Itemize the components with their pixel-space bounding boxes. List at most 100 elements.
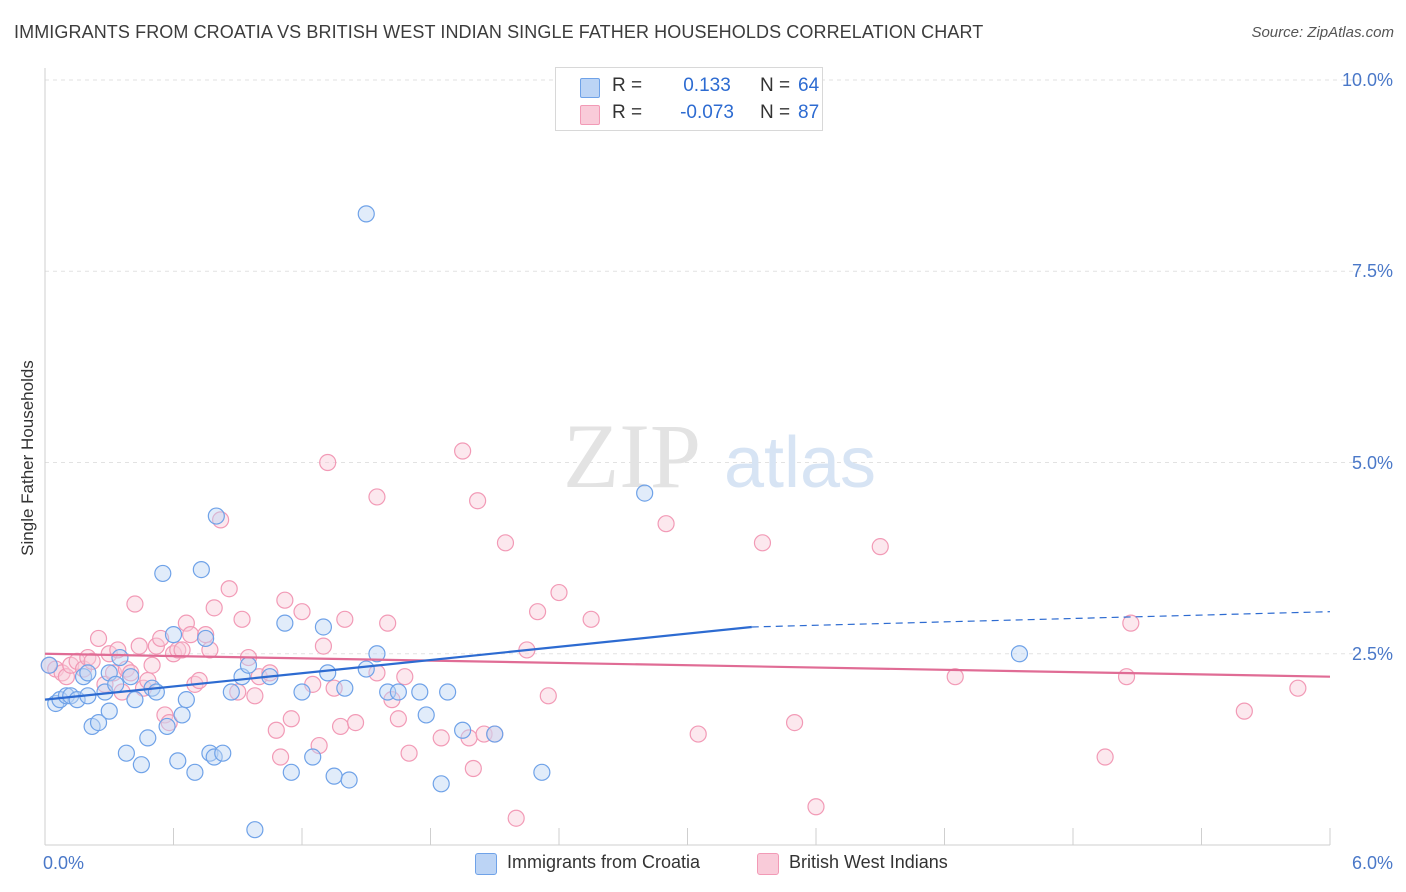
data-point [293,683,311,701]
data-point [389,683,407,701]
data-point [1117,668,1136,686]
data-point [336,610,354,628]
data-point [89,629,108,648]
data-point [1122,614,1140,632]
data-point [357,205,375,223]
data-point [154,564,172,583]
trend-line-croatia [44,625,752,701]
chart-title: IMMIGRANTS FROM CROATIA VS BRITISH WEST … [14,22,984,42]
data-point [464,759,482,778]
data-point [496,534,515,552]
legend-swatch-bwi [757,853,779,875]
series-legend: Immigrants from Croatia British West Ind… [0,852,1406,878]
data-point [486,725,504,743]
legend-swatch-pink [580,105,600,125]
data-point [1235,702,1253,720]
data-point [177,691,195,709]
data-point [1096,748,1114,766]
data-point [173,641,191,659]
series-immigrants-from-croatia [40,205,1029,839]
legend-label-croatia: Immigrants from Croatia [507,852,701,872]
legend-r-value: 0.133 [683,75,731,96]
data-point [205,748,223,766]
data-point [40,656,58,674]
data-point [192,560,210,579]
data-point [282,710,300,728]
data-point [689,725,707,743]
data-point [507,809,525,827]
data-point [379,614,397,632]
correlation-legend: R = 0.133 N = 64 R = -0.073 N = 87 [555,67,823,131]
trend-lines [44,611,1331,701]
data-point [130,637,148,655]
data-point [239,656,258,674]
data-point [304,748,322,766]
data-point [169,752,187,770]
data-point [246,821,264,839]
axes [44,68,1331,846]
watermark-atlas: atlas [724,423,876,503]
data-point [267,721,285,739]
data-point [79,664,97,682]
data-point [276,591,294,609]
data-point [336,679,354,697]
data-point [807,798,825,816]
data-point [276,614,294,632]
data-point [340,771,358,789]
x-tick-max: 6.0% [1351,853,1393,873]
y-tick-label: 2.5% [1351,643,1393,664]
data-point [164,626,183,644]
data-point [182,626,200,644]
watermark-zip: ZIP [563,405,701,507]
data-point [197,629,215,648]
y-tick-label: 7.5% [1351,261,1393,282]
chart-source: Source: ZipAtlas.com [1251,24,1394,41]
y-tick-label: 10.0% [1341,70,1393,90]
data-point [100,702,118,720]
data-point [753,534,772,552]
data-point [293,603,311,621]
data-point [186,763,204,781]
trend-line-croatia-extension [751,611,1331,628]
data-point [331,717,350,736]
data-point [89,713,108,732]
data-point [439,683,457,701]
data-point [314,637,333,655]
data-point [122,664,140,682]
legend-n-label: N = [760,102,791,123]
data-point [222,683,240,701]
grid-lines [45,79,1362,655]
data-point [147,683,165,701]
data-point [636,484,654,502]
data-point [205,599,223,617]
data-point [246,687,264,705]
data-point [314,618,333,636]
data-point [396,668,414,686]
data-point [126,691,144,709]
data-point [550,583,568,602]
data-point [207,507,225,525]
data-point [389,710,407,728]
data-point [143,656,161,674]
legend-r-label: R = [612,102,643,123]
legend-r-label: R = [612,75,643,96]
data-point [132,756,150,774]
data-point [173,706,191,724]
data-point [871,538,889,556]
data-point [533,763,551,781]
data-point [117,744,135,762]
data-point [111,648,129,667]
data-point [582,610,600,628]
data-point [469,492,487,510]
data-point [454,721,472,739]
data-point [785,713,804,732]
legend-swatch-blue [580,78,600,98]
y-tick-label: 5.0% [1351,452,1393,473]
data-point [357,660,375,678]
legend-n-label: N = [760,75,791,96]
data-point [528,603,547,621]
data-point [158,717,176,736]
data-point [319,664,337,682]
data-point [417,706,435,724]
